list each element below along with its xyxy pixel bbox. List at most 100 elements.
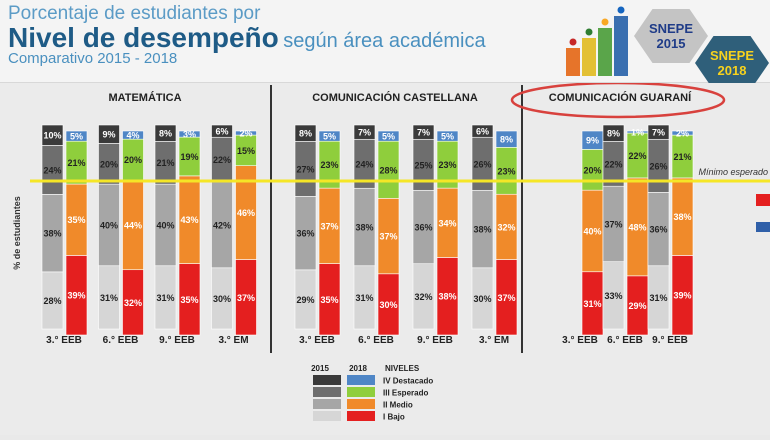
data-label: 37% <box>604 219 622 229</box>
title-sub: según área académica <box>283 30 486 52</box>
data-label: 9% <box>586 136 599 146</box>
data-label: 25% <box>414 160 432 170</box>
bar-segment <box>471 124 494 138</box>
data-label: 46% <box>237 208 255 218</box>
data-label: 32% <box>497 222 515 232</box>
data-label: 29% <box>296 295 314 305</box>
data-label: 5% <box>70 132 83 142</box>
data-label: 27% <box>296 164 314 174</box>
chart-area: % de estudiantes MATEMÁTICA 28% 38% 24% 10% 39… <box>0 81 770 435</box>
legend-swatch-2015 <box>313 375 341 385</box>
legend-title: NIVELES <box>385 364 420 373</box>
data-label: 23% <box>497 166 515 176</box>
data-label: 30% <box>213 294 231 304</box>
data-label: 37% <box>497 293 515 303</box>
data-label: 42% <box>213 220 231 230</box>
legend-label: IV Destacado <box>383 377 433 386</box>
data-label: 31% <box>156 293 174 303</box>
data-label: 35% <box>180 295 198 305</box>
data-label: 39% <box>673 291 691 301</box>
grade-label: 3.° EEB <box>46 335 82 346</box>
data-label: 26% <box>649 161 667 171</box>
bar-segment <box>353 124 376 140</box>
data-label: 43% <box>180 215 198 225</box>
data-label: 21% <box>156 158 174 168</box>
title-line-3: Comparativo 2015 - 2018 <box>8 50 178 67</box>
data-label: 33% <box>604 291 622 301</box>
stacked-bar-chart: % de estudiantes MATEMÁTICA 28% 38% 24% 10% 39… <box>0 81 770 435</box>
grade-label: 3.° EM <box>479 335 509 346</box>
data-label: 5% <box>323 132 336 142</box>
data-label: 38% <box>673 212 691 222</box>
data-label: 24% <box>43 165 61 175</box>
area-title: MATEMÁTICA <box>108 91 181 104</box>
data-label: 34% <box>438 218 456 228</box>
legend-label: III Esperado <box>383 389 428 398</box>
bar-segment <box>436 130 459 142</box>
data-label: 22% <box>213 155 231 165</box>
data-label: 3% <box>183 130 196 140</box>
header: Porcentaje de estudiantes por Nivel de d… <box>0 0 770 90</box>
data-label: 28% <box>379 165 397 175</box>
bar-segment <box>235 130 257 136</box>
data-label: 40% <box>583 226 601 236</box>
snepe-2018-badge: SNEPE 2018 <box>695 36 769 90</box>
data-label: 4% <box>126 131 139 141</box>
legend-chip-red <box>756 194 770 206</box>
data-label: 40% <box>100 220 118 230</box>
data-label: 8% <box>607 129 620 139</box>
data-label: 20% <box>100 159 118 169</box>
data-label: 31% <box>100 293 118 303</box>
data-label: 20% <box>583 165 601 175</box>
grade-label: 6.° EEB <box>103 335 139 346</box>
bar-segment <box>65 130 88 142</box>
data-label: 48% <box>628 222 646 232</box>
data-label: 7% <box>652 128 665 138</box>
bar-segment <box>412 124 435 140</box>
data-label: 39% <box>67 291 85 301</box>
bar-segment <box>647 124 670 140</box>
data-label: 36% <box>414 223 432 233</box>
data-label: 30% <box>379 300 397 310</box>
data-label: 40% <box>156 220 174 230</box>
data-label: 32% <box>414 292 432 302</box>
data-label: 44% <box>124 220 142 230</box>
bar-segment <box>671 130 694 136</box>
data-label: 6% <box>476 127 489 137</box>
grade-label: 6.° EEB <box>358 335 394 346</box>
data-label: 21% <box>673 152 691 162</box>
title-main: Nivel de desempeño <box>8 22 279 53</box>
bar-segment <box>122 130 144 140</box>
data-label: 38% <box>473 225 491 235</box>
grade-label: 9.° EEB <box>652 335 688 346</box>
legend-swatch-2018 <box>347 411 375 421</box>
grade-label: 3.° EEB <box>562 335 598 346</box>
data-label: 2% <box>239 129 252 139</box>
data-label: 31% <box>355 293 373 303</box>
data-label: 36% <box>296 229 314 239</box>
legend-swatch-2018 <box>347 399 375 409</box>
bar-segment <box>154 124 177 142</box>
legend-label: II Medio <box>383 401 413 410</box>
bar-segment <box>98 124 120 144</box>
snepe-2015-badge: SNEPE 2015 <box>634 9 708 63</box>
data-label: 32% <box>124 298 142 308</box>
grade-label: 9.° EEB <box>159 335 195 346</box>
data-label: 20% <box>124 155 142 165</box>
data-label: 2% <box>676 129 689 139</box>
data-label: 22% <box>604 159 622 169</box>
data-label: 22% <box>628 151 646 161</box>
data-label: 10% <box>43 131 61 141</box>
bar-segment <box>602 124 625 142</box>
data-label: 31% <box>649 293 667 303</box>
data-label: 28% <box>43 296 61 306</box>
data-label: 1% <box>631 128 644 138</box>
podium-icon <box>566 6 628 76</box>
area-title: COMUNICACIÓN GUARANÍ <box>549 91 692 104</box>
data-label: 5% <box>382 132 395 142</box>
title-line-1: Porcentaje de estudiantes por <box>8 3 261 24</box>
data-label: 35% <box>67 215 85 225</box>
data-label: 23% <box>438 160 456 170</box>
data-label: 38% <box>355 223 373 233</box>
data-label: 37% <box>320 221 338 231</box>
